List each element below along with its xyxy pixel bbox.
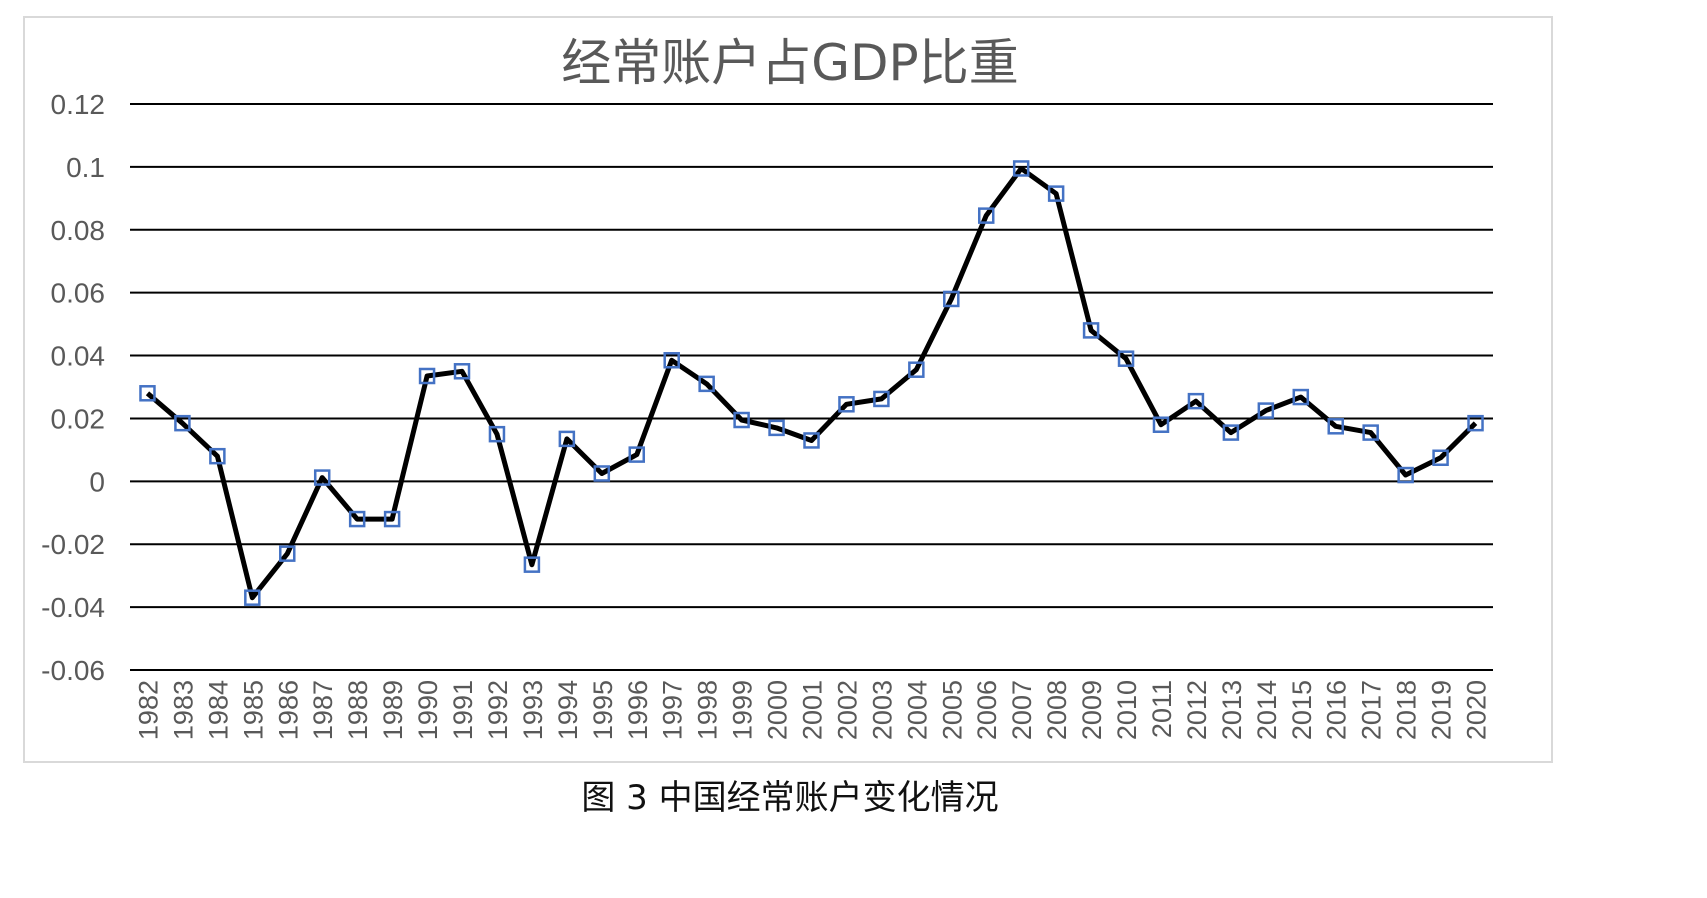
x-tick-label: 1997 [658, 680, 688, 740]
x-tick-label: 2006 [972, 680, 1002, 740]
x-tick-label: 2016 [1322, 680, 1352, 740]
x-tick-label: 2017 [1357, 680, 1387, 740]
data-point-marker [209, 447, 226, 465]
data-point-marker [348, 510, 366, 528]
x-tick-label: 2018 [1392, 680, 1422, 740]
data-point-marker [453, 363, 471, 380]
line-chart: 经常账户占GDP比重 0.12 0.1 0.08 0.06 0.04 0.02 0 -0.02… [41, 34, 1493, 740]
x-tick-label: 2005 [937, 680, 967, 740]
data-point-marker [418, 367, 436, 385]
y-tick-label: 0.1 [66, 152, 105, 183]
data-point-marker [593, 465, 611, 482]
data-point-marker [908, 361, 925, 378]
chart-title: 经常账户占GDP比重 [561, 34, 1018, 92]
y-tick-label: 0.02 [51, 403, 106, 434]
x-tick-label: 1986 [273, 680, 303, 740]
data-point-marker [558, 430, 576, 448]
x-tick-label: 2000 [763, 680, 793, 740]
data-point-marker [1117, 350, 1135, 367]
data-point-marker [488, 425, 506, 443]
x-tick-label: 1995 [588, 680, 618, 740]
data-point-marker [1362, 424, 1379, 441]
x-tick-label: 2019 [1427, 680, 1457, 740]
x-tick-label: 2001 [798, 680, 828, 740]
x-tick-label: 2008 [1042, 680, 1072, 740]
data-point-marker [1292, 388, 1310, 406]
data-point-marker [733, 411, 750, 429]
y-tick-label: 0.04 [51, 341, 106, 372]
data-point-marker [383, 510, 401, 528]
x-tick-label: 2013 [1217, 680, 1247, 740]
x-tick-label: 2014 [1252, 680, 1282, 740]
data-point-marker [244, 589, 261, 606]
data-point-marker [977, 207, 995, 224]
x-tick-label: 2003 [867, 680, 897, 740]
x-tick-label: 1984 [203, 680, 233, 740]
y-tick-label: -0.02 [41, 529, 105, 560]
x-tick-label: 1982 [133, 680, 163, 740]
data-point-marker [279, 545, 296, 562]
x-tick-label: 2002 [832, 680, 862, 740]
x-tick-label: 2020 [1462, 680, 1492, 740]
data-point-marker [1222, 424, 1240, 441]
data-point-marker [313, 469, 331, 486]
x-tick-label: 2009 [1077, 680, 1107, 740]
y-tick-label: -0.04 [41, 592, 105, 623]
x-tick-label: 1983 [168, 680, 198, 740]
x-tick-label: 1990 [413, 680, 443, 740]
data-point-marker [803, 432, 820, 449]
series-line [145, 166, 1478, 601]
data-point-marker [174, 414, 191, 432]
x-tick-label: 1988 [343, 680, 373, 740]
data-point-marker [1467, 414, 1484, 432]
x-tick-label: 1999 [728, 680, 758, 740]
x-tick-label: 1991 [448, 680, 478, 740]
data-point-marker [1012, 160, 1030, 177]
data-point-marker [628, 446, 646, 463]
x-tick-label: 2004 [902, 680, 932, 740]
data-point-marker [943, 290, 960, 308]
x-tick-label: 1992 [483, 680, 513, 740]
x-tick-label: 2011 [1147, 680, 1177, 738]
data-point-marker [523, 556, 541, 573]
data-point-marker [768, 419, 785, 437]
figure-caption: 图 3 中国经常账户变化情况 [581, 778, 999, 818]
data-point-marker [873, 390, 890, 408]
x-tick-label: 1994 [553, 680, 583, 740]
data-point-marker [1327, 418, 1344, 435]
data-point-marker [1187, 392, 1205, 410]
data-point-marker [139, 385, 156, 402]
x-tick-label: 1998 [693, 680, 723, 740]
data-point-marker [1397, 466, 1414, 484]
y-tick-label: 0 [89, 466, 105, 497]
data-point-marker [698, 375, 715, 393]
data-point-marker [1082, 322, 1100, 339]
x-tick-label: 1993 [518, 680, 548, 740]
y-tick-label: 0.08 [51, 215, 106, 246]
y-tick-label: 0.12 [51, 89, 106, 120]
data-point-marker [1257, 402, 1275, 419]
x-tick-label: 2010 [1112, 680, 1142, 740]
x-tick-label: 2007 [1007, 680, 1037, 740]
y-tick-label: -0.06 [41, 655, 105, 686]
data-point-marker [1432, 449, 1449, 466]
chart-container: 经常账户占GDP比重 0.12 0.1 0.08 0.06 0.04 0.02 0 -0.02… [23, 16, 1553, 763]
y-tick-label: 0.06 [51, 278, 106, 309]
x-tick-label: 2015 [1287, 680, 1317, 740]
data-point-marker [838, 396, 855, 413]
data-point-marker [663, 352, 680, 369]
x-tick-label: 1985 [238, 680, 268, 740]
x-tick-label: 1996 [623, 680, 653, 740]
x-tick-label: 1987 [308, 680, 338, 740]
x-tick-label: 2012 [1182, 680, 1212, 740]
data-point-marker [1047, 185, 1065, 202]
data-point-marker [1152, 416, 1170, 433]
x-tick-label: 1989 [378, 680, 408, 740]
